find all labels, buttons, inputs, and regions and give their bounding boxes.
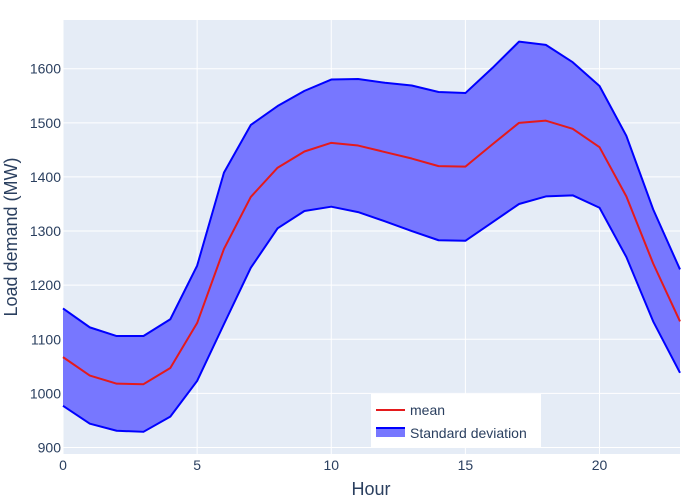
legend-std-label: Standard deviation: [410, 425, 527, 441]
y-tick-label: 1300: [30, 223, 61, 239]
y-tick-label: 1600: [30, 61, 61, 77]
std-upper-line: [62, 40, 681, 338]
series-lines: [62, 40, 681, 433]
std-band: [63, 41, 680, 432]
x-tick-label: 15: [458, 457, 474, 473]
x-tick-label: 0: [59, 457, 67, 473]
y-axis-title: Load demand (MW): [1, 157, 21, 316]
std-lower-line: [62, 194, 681, 433]
x-axis-title: Hour: [351, 479, 390, 499]
y-tick-label: 900: [38, 440, 62, 456]
y-axis-ticks: 900 1000 1100 1200 1300 1400 1500 1600: [30, 61, 61, 456]
y-tick-label: 1500: [30, 115, 61, 131]
x-tick-label: 20: [592, 457, 608, 473]
std-band-fill: [63, 41, 680, 432]
legend-mean-label: mean: [410, 402, 445, 418]
legend[interactable]: mean Standard deviation: [371, 394, 541, 448]
x-axis-ticks: 0 5 10 15 20: [59, 457, 607, 473]
x-tick-label: 5: [193, 457, 201, 473]
y-tick-label: 1000: [30, 385, 61, 401]
y-tick-label: 1200: [30, 277, 61, 293]
legend-background: [371, 394, 541, 448]
y-tick-label: 1400: [30, 169, 61, 185]
mean-line: [62, 119, 681, 386]
legend-std-swatch: [376, 427, 405, 437]
x-tick-label: 10: [323, 457, 339, 473]
y-tick-label: 1100: [31, 331, 61, 347]
